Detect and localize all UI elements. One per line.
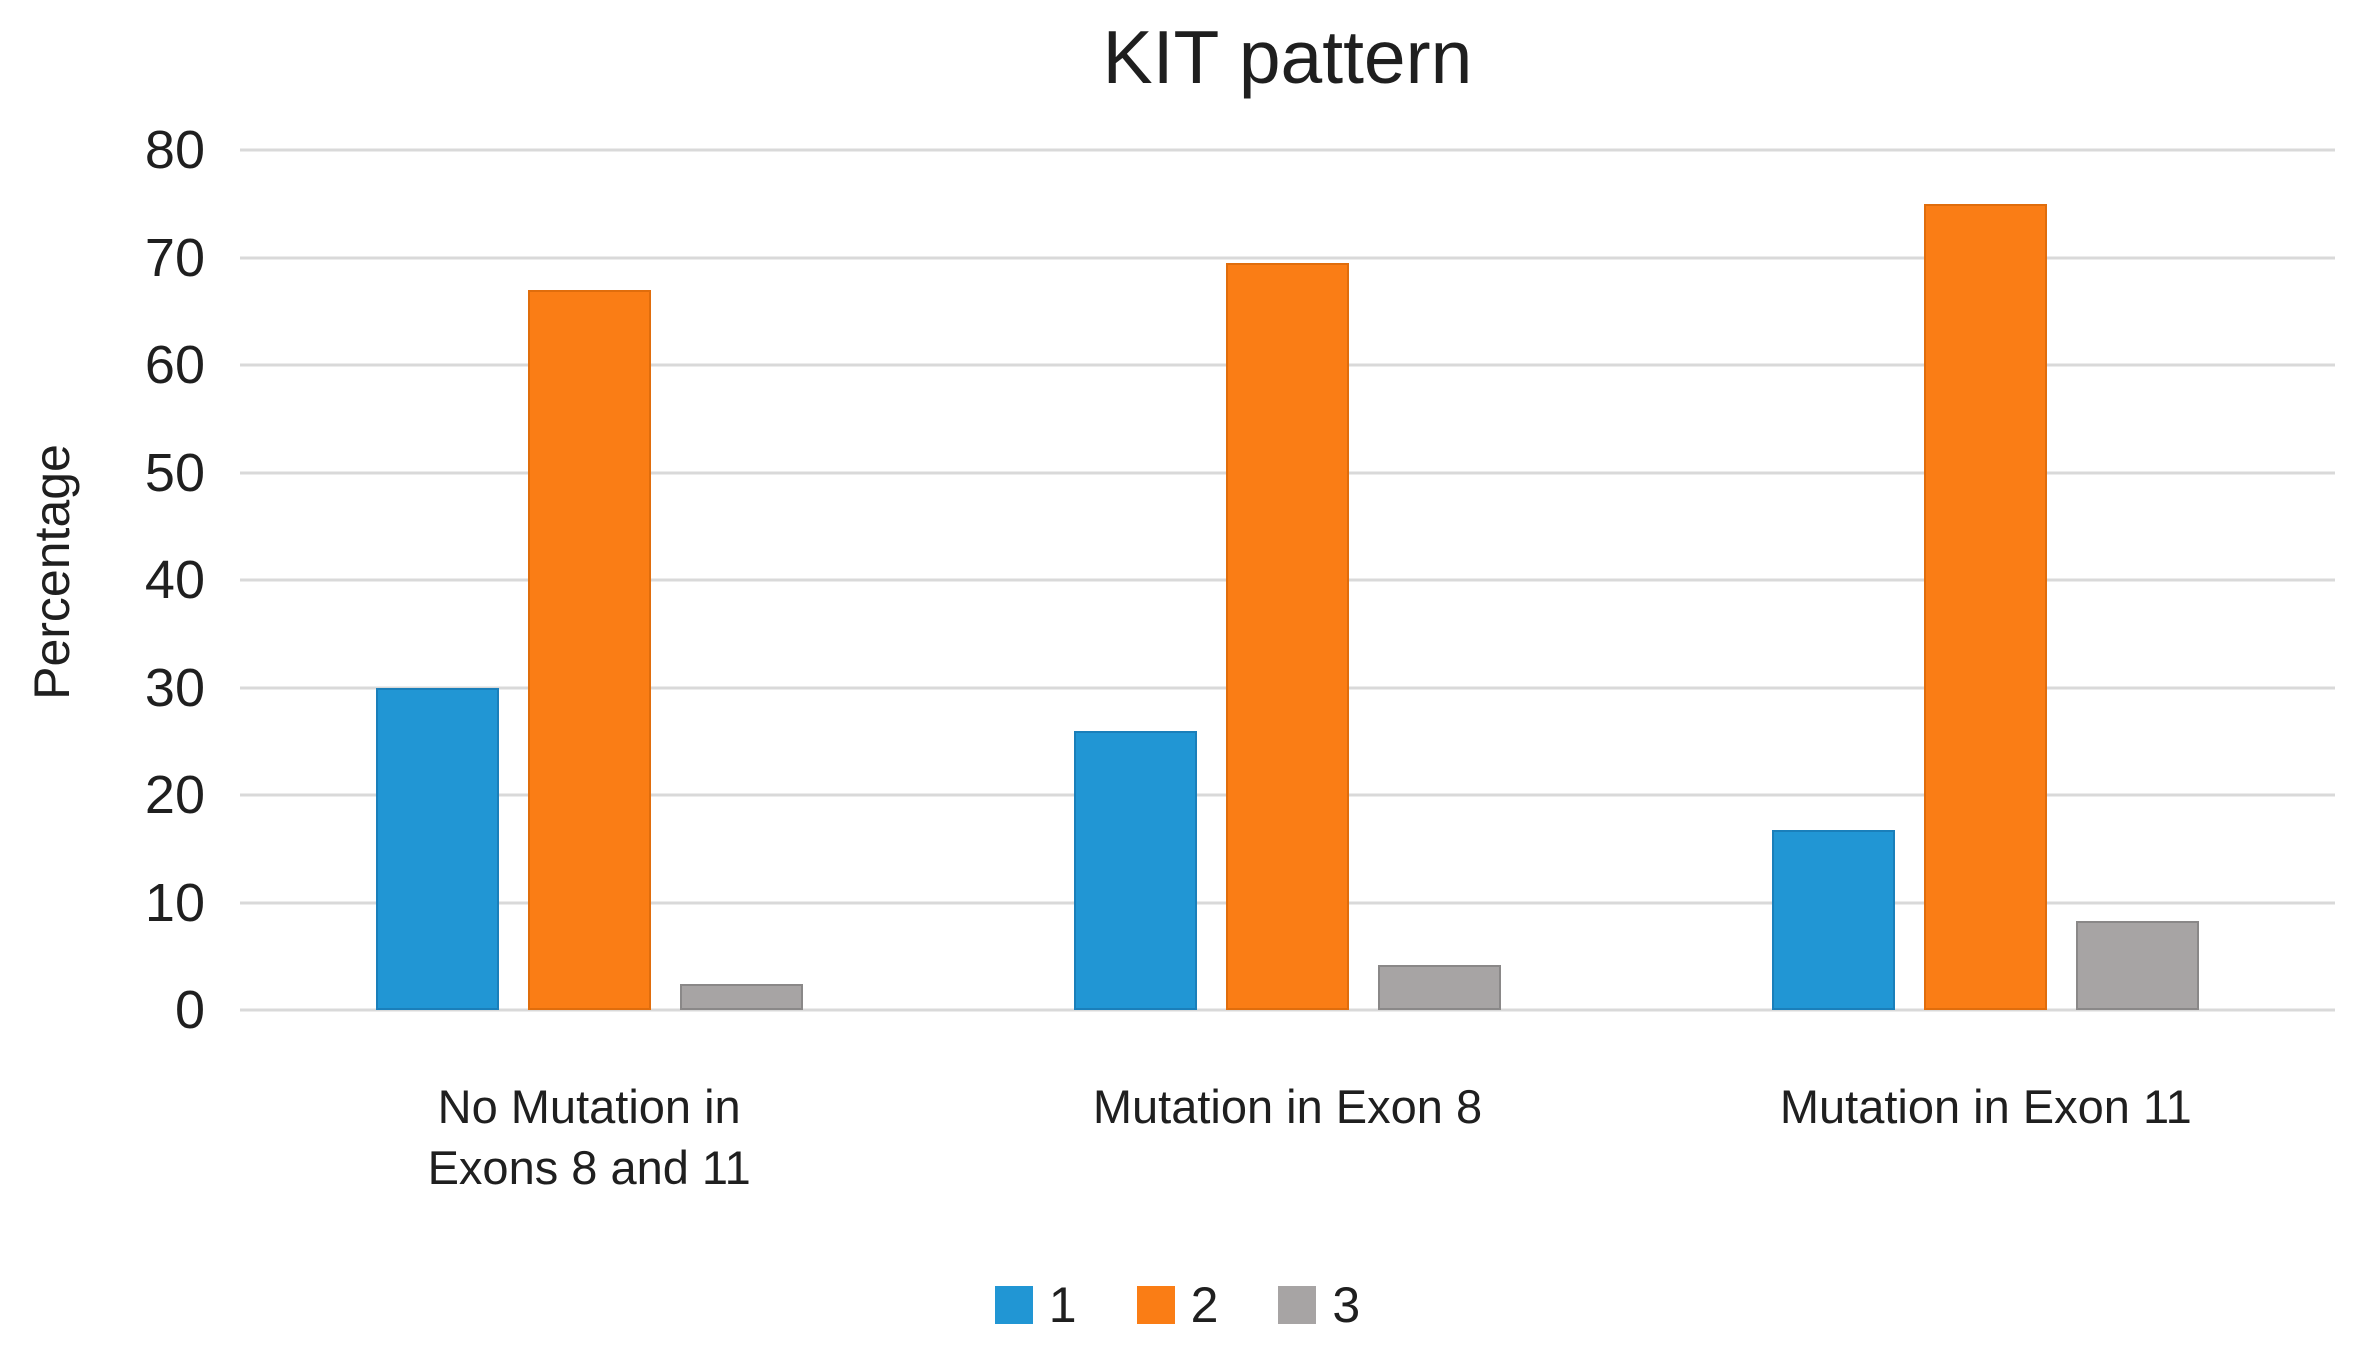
bar-series-1-group-2 [1073,730,1197,1010]
bar-series-2-group-3 [1924,203,2048,1010]
legend: 1 2 3 [0,1280,2355,1330]
bar-series-1-group-3 [1772,830,1896,1010]
bar-group-3 [1637,150,2335,1010]
y-tick-label-70: 70 [144,227,205,288]
y-tick-label-40: 40 [144,550,205,610]
chart-title: KIT pattern [1102,15,1473,99]
legend-item-3: 3 [1278,1280,1360,1330]
y-axis-ticks: 0 10 20 30 40 50 60 70 80 [0,123,205,1037]
y-tick-label-10: 10 [144,872,205,933]
bar-series-3-group-3 [2076,920,2200,1010]
legend-swatch-icon [1278,1286,1317,1324]
legend-swatch-icon [1136,1286,1175,1324]
legend-item-2: 2 [1136,1277,1219,1333]
legend-label: 1 [1048,1277,1077,1333]
bar-group-2 [938,150,1636,1010]
bar-groups [240,150,2335,1010]
y-tick-label-0: 0 [174,980,205,1040]
y-tick-label-30: 30 [144,657,205,718]
legend-swatch-icon [994,1286,1033,1324]
plot-area [240,148,2335,1012]
legend-label: 2 [1190,1277,1219,1333]
gridline-0 [240,1008,2335,1012]
y-tick-label-50: 50 [144,442,205,503]
gridline-70 [240,256,2335,259]
category-label-1: No Mutation in Exons 8 and 11 [427,1080,751,1195]
bar-group-1 [240,150,938,1010]
bar-series-1-group-1 [375,687,499,1010]
y-tick-label-60: 60 [144,335,205,395]
legend-label: 3 [1332,1277,1361,1333]
category-label-3: Mutation in Exon 11 [1779,1080,2192,1133]
bar-series-2-group-2 [1225,262,1349,1010]
bar-series-3-group-2 [1377,964,1501,1010]
bar-series-2-group-1 [527,289,651,1010]
x-axis-labels: No Mutation in Exons 8 and 11 Mutation in… [240,1076,2335,1198]
bar-series-3-group-1 [679,984,803,1010]
gridline-80 [240,148,2335,152]
y-tick-label-20: 20 [144,765,205,825]
y-tick-label-80: 80 [144,120,205,180]
category-label-2: Mutation in Exon 8 [1092,1080,1483,1133]
legend-item-1: 1 [994,1277,1077,1333]
